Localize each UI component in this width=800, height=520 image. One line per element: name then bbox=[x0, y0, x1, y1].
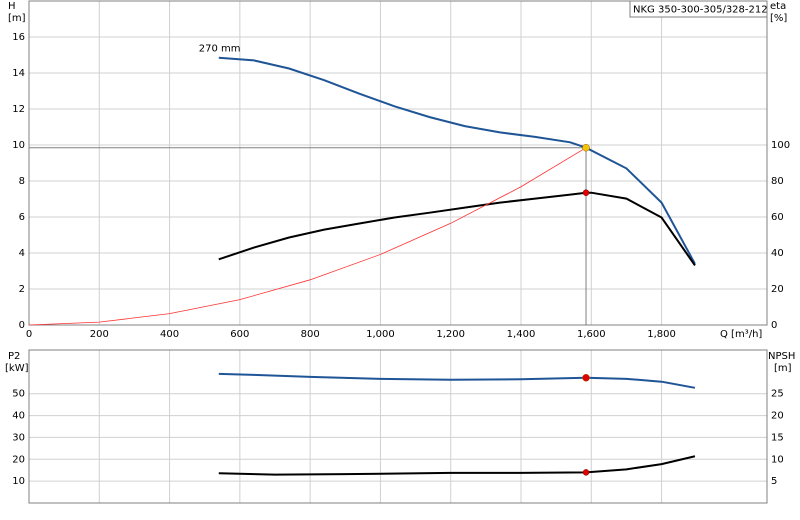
x-tick-label: 1,000 bbox=[366, 329, 395, 340]
y2-tick-label: 10 bbox=[771, 454, 784, 465]
x-tick-label: 1,600 bbox=[577, 329, 606, 340]
plot-frame bbox=[28, 0, 768, 326]
duty-point bbox=[582, 374, 590, 382]
duty-point bbox=[582, 189, 590, 196]
y-tick-label: 30 bbox=[12, 432, 25, 443]
x-tick-label: 800 bbox=[301, 329, 320, 340]
y-tick-label: 40 bbox=[12, 411, 25, 422]
y2-tick-label: 0 bbox=[771, 320, 777, 331]
y-label: H bbox=[8, 1, 16, 12]
y-tick-label: 4 bbox=[19, 248, 25, 259]
chart-title: NKG 350-300-305/328-212 bbox=[633, 5, 768, 16]
y2-label: NPSH bbox=[768, 351, 795, 362]
x-tick-label: 1,200 bbox=[436, 329, 465, 340]
x-tick-label: 200 bbox=[90, 329, 109, 340]
y-unit: [m] bbox=[8, 13, 26, 24]
y2-tick-label: 25 bbox=[771, 389, 784, 400]
plot-frame bbox=[28, 349, 768, 504]
annotation: 270 mm bbox=[199, 44, 241, 55]
y-tick-label: 8 bbox=[19, 176, 25, 187]
duty-point bbox=[582, 469, 590, 476]
curve bbox=[218, 372, 696, 389]
curve bbox=[28, 147, 587, 326]
curve bbox=[218, 191, 696, 266]
y2-label: eta bbox=[770, 1, 786, 12]
y-tick-label: 0 bbox=[19, 320, 25, 331]
y2-tick-label: 20 bbox=[771, 284, 784, 295]
y-tick-label: 14 bbox=[12, 68, 25, 79]
y-tick-label: 10 bbox=[12, 476, 25, 487]
y-tick-label: 50 bbox=[12, 389, 25, 400]
x-tick-label: 1,400 bbox=[507, 329, 536, 340]
y-label: P2 bbox=[8, 351, 20, 362]
curve bbox=[218, 455, 696, 476]
y-tick-label: 2 bbox=[19, 284, 25, 295]
y2-unit: [m] bbox=[774, 363, 792, 374]
y2-tick-label: 80 bbox=[771, 176, 784, 187]
y-tick-label: 12 bbox=[12, 104, 25, 115]
y2-tick-label: 20 bbox=[771, 411, 784, 422]
y2-tick-label: 15 bbox=[771, 432, 784, 443]
y2-tick-label: 100 bbox=[771, 140, 790, 151]
duty-point bbox=[582, 143, 590, 152]
y2-unit: [%] bbox=[770, 13, 787, 24]
x-tick-label: 600 bbox=[230, 329, 249, 340]
curve bbox=[218, 56, 696, 265]
x-label: Q [m³/h] bbox=[720, 329, 762, 340]
x-tick-label: 1,800 bbox=[647, 329, 676, 340]
x-tick-label: 400 bbox=[160, 329, 179, 340]
y2-tick-label: 60 bbox=[771, 212, 784, 223]
y2-tick-label: 5 bbox=[771, 476, 777, 487]
y-tick-label: 20 bbox=[12, 454, 25, 465]
y-tick-label: 10 bbox=[12, 140, 25, 151]
y2-tick-label: 40 bbox=[771, 248, 784, 259]
x-tick-label: 0 bbox=[26, 329, 32, 340]
y-unit: [kW] bbox=[5, 363, 29, 374]
y-tick-label: 6 bbox=[19, 212, 25, 223]
y-tick-label: 16 bbox=[12, 32, 25, 43]
title-box bbox=[629, 0, 768, 18]
